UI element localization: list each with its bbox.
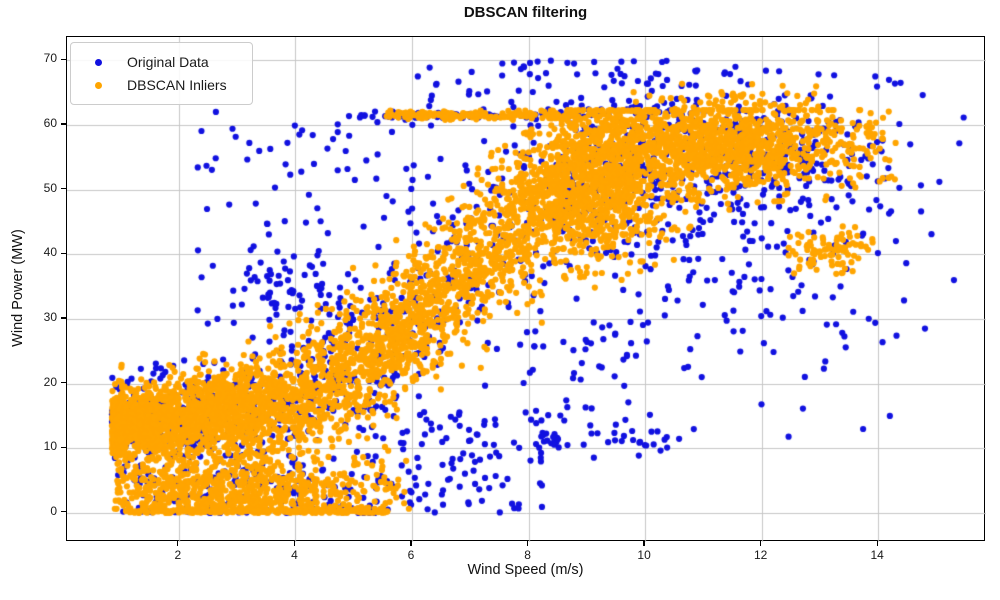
legend-label-dbscan-inliers: DBSCAN Inliers: [127, 77, 227, 93]
x-axis-label: Wind Speed (m/s): [467, 562, 584, 578]
y-tick-label: 20: [43, 374, 57, 389]
x-tick-mark: [293, 541, 296, 546]
y-tick-label: 60: [43, 115, 57, 130]
x-tick-label: 12: [753, 548, 768, 562]
original-data-marker-icon: [95, 58, 102, 66]
x-tick-label: 6: [407, 548, 415, 562]
y-tick-label: 50: [43, 180, 57, 195]
y-tick-mark: [61, 58, 66, 60]
y-tick-label: 70: [43, 51, 57, 66]
y-tick-label: 40: [43, 245, 57, 260]
x-tick-label: 14: [870, 548, 884, 562]
scatter-canvas: [67, 37, 986, 542]
y-tick-label: 30: [43, 309, 57, 324]
dbscan-inliers-marker-icon: [95, 81, 102, 89]
x-tick-mark: [876, 541, 878, 546]
legend-label-original-data: Original Data: [127, 54, 209, 70]
x-tick-mark: [177, 541, 179, 546]
x-tick-label: 4: [291, 548, 298, 562]
y-tick-mark: [61, 252, 66, 254]
y-tick-mark: [61, 381, 66, 384]
legend: Original Data DBSCAN Inliers: [70, 42, 253, 105]
x-tick-mark: [410, 541, 412, 546]
y-tick-mark: [61, 446, 66, 448]
plot-area: [66, 36, 986, 542]
legend-item-dbscan-inliers: DBSCAN Inliers: [95, 77, 252, 93]
chart-title: DBSCAN filtering: [463, 4, 588, 21]
y-tick-label: 0: [50, 503, 57, 518]
x-tick-label: 8: [524, 548, 531, 562]
y-tick-label: 10: [43, 439, 57, 454]
y-axis-label: Wind Power (MW): [10, 229, 26, 347]
x-tick-mark: [526, 541, 529, 546]
x-tick-label: 10: [637, 548, 651, 562]
x-tick-mark: [760, 541, 762, 546]
y-tick-mark: [61, 123, 66, 125]
y-tick-mark: [61, 187, 66, 190]
x-tick-mark: [643, 541, 645, 546]
legend-item-original-data: Original Data: [95, 54, 252, 70]
y-tick-mark: [61, 317, 66, 319]
y-tick-mark: [61, 511, 66, 513]
x-tick-label: 2: [174, 548, 182, 562]
